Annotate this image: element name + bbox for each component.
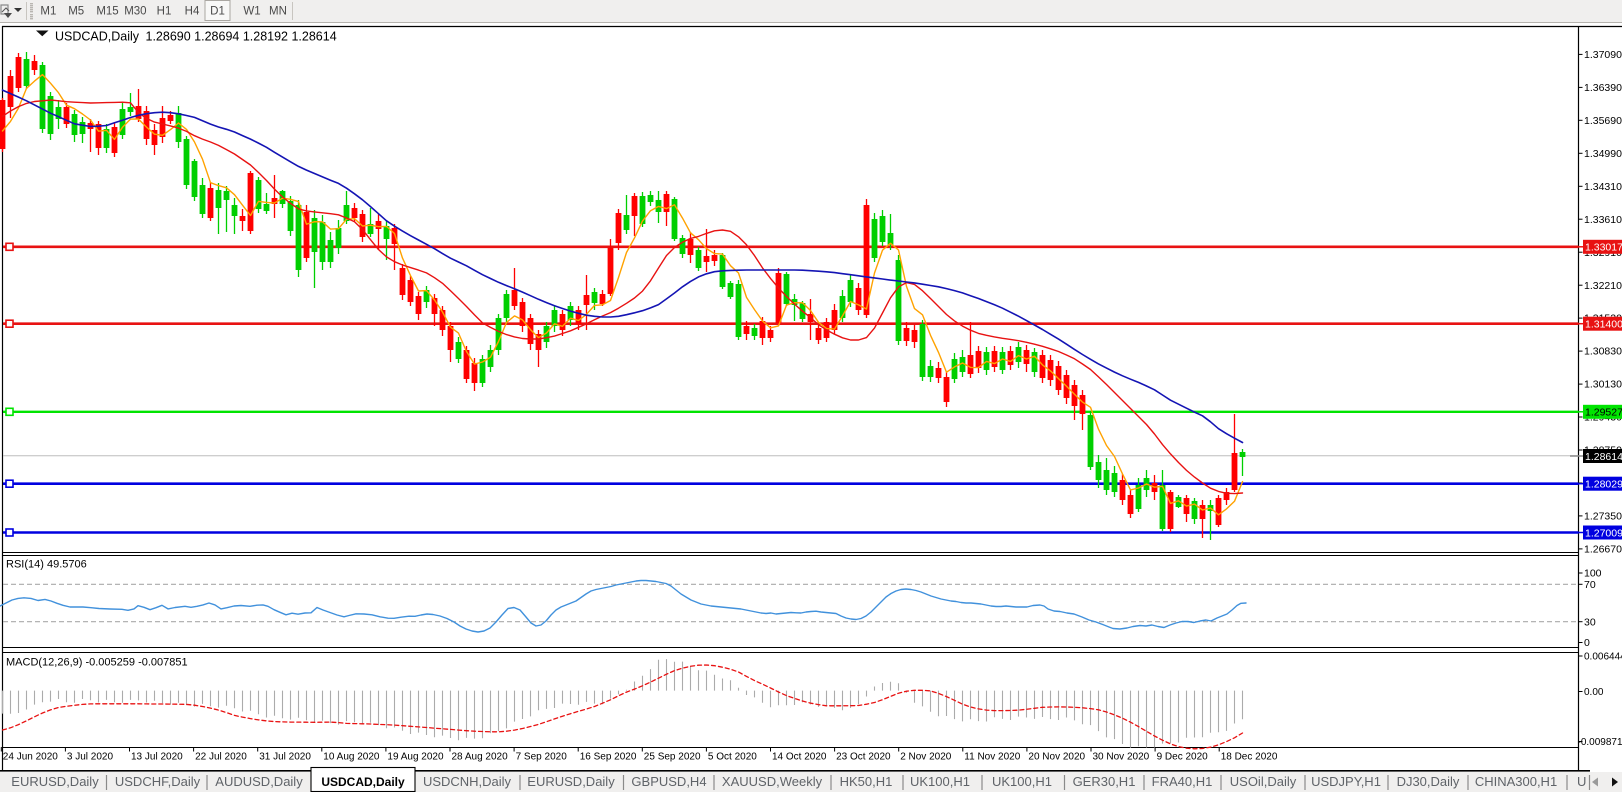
svg-text:30 Nov 2020: 30 Nov 2020 [1093,752,1150,763]
svg-text:28 Aug 2020: 28 Aug 2020 [452,752,509,763]
svg-text:XAUUSD,Weekly: XAUUSD,Weekly [722,774,823,789]
svg-text:GER30,H1: GER30,H1 [1073,774,1136,789]
svg-text:1.28614: 1.28614 [1585,451,1622,463]
svg-text:1.28690 1.28694 1.28192 1.2861: 1.28690 1.28694 1.28192 1.28614 [146,30,337,44]
svg-text:13 Jul 2020: 13 Jul 2020 [131,752,183,763]
svg-text:70: 70 [1584,579,1596,591]
svg-text:D1: D1 [210,6,225,18]
svg-text:M15: M15 [96,6,118,18]
svg-text:DJ30,Daily: DJ30,Daily [1397,774,1460,789]
svg-text:CHINA300,H1: CHINA300,H1 [1475,774,1557,789]
svg-text:1.27009: 1.27009 [1585,527,1622,539]
svg-text:USDCAD,Daily: USDCAD,Daily [321,775,405,789]
svg-text:HK50,H1: HK50,H1 [840,774,893,789]
svg-text:FRA40,H1: FRA40,H1 [1152,774,1213,789]
svg-text:1.36390: 1.36390 [1584,82,1622,94]
svg-text:22 Jul 2020: 22 Jul 2020 [195,752,247,763]
svg-text:1.33017: 1.33017 [1585,242,1622,254]
svg-text:GBPUSD,H4: GBPUSD,H4 [631,774,706,789]
svg-text:25 Sep 2020: 25 Sep 2020 [644,752,701,763]
svg-text:M1: M1 [40,6,56,18]
svg-text:0.006444: 0.006444 [1584,652,1622,663]
svg-text:UK100,H1: UK100,H1 [910,774,970,789]
svg-text:-0.009871: -0.009871 [1578,737,1622,748]
svg-text:19 Aug 2020: 19 Aug 2020 [387,752,444,763]
svg-text:2 Nov 2020: 2 Nov 2020 [900,752,952,763]
svg-text:1.33610: 1.33610 [1584,214,1622,226]
svg-text:30: 30 [1584,616,1596,628]
svg-text:1.29527: 1.29527 [1585,407,1622,419]
svg-text:1.30130: 1.30130 [1584,379,1622,391]
svg-text:W1: W1 [243,6,260,18]
svg-text:31 Jul 2020: 31 Jul 2020 [259,752,311,763]
svg-text:EURUSD,Daily: EURUSD,Daily [11,774,99,789]
svg-text:1.34310: 1.34310 [1584,181,1622,193]
svg-text:7 Sep 2020: 7 Sep 2020 [516,752,568,763]
svg-text:1.34990: 1.34990 [1584,148,1622,160]
svg-text:24 Jun 2020: 24 Jun 2020 [3,752,58,763]
svg-text:1.26670: 1.26670 [1584,544,1622,556]
svg-text:23 Oct 2020: 23 Oct 2020 [836,752,891,763]
svg-text:U: U [1577,774,1586,789]
svg-text:3 Jul 2020: 3 Jul 2020 [67,752,114,763]
svg-text:1.35690: 1.35690 [1584,115,1622,127]
svg-text:18 Dec 2020: 18 Dec 2020 [1221,752,1278,763]
svg-text:M5: M5 [68,6,84,18]
svg-text:MN: MN [269,6,287,18]
svg-text:1.31400: 1.31400 [1585,319,1622,331]
svg-text:USDCAD,Daily: USDCAD,Daily [55,30,140,44]
svg-text:1.37090: 1.37090 [1584,49,1622,61]
svg-text:1.28029: 1.28029 [1585,479,1622,491]
svg-text:1.27350: 1.27350 [1584,511,1622,523]
svg-text:20 Nov 2020: 20 Nov 2020 [1028,752,1085,763]
svg-text:RSI(14) 49.5706: RSI(14) 49.5706 [6,559,87,571]
svg-text:16 Sep 2020: 16 Sep 2020 [580,752,637,763]
svg-text:EURUSD,Daily: EURUSD,Daily [527,774,615,789]
svg-text:AUDUSD,Daily: AUDUSD,Daily [215,774,303,789]
svg-text:UK100,H1: UK100,H1 [992,774,1052,789]
svg-text:USDCNH,Daily: USDCNH,Daily [423,774,512,789]
svg-text:USOil,Daily: USOil,Daily [1230,774,1297,789]
svg-text:10 Aug 2020: 10 Aug 2020 [323,752,380,763]
svg-text:0: 0 [1584,637,1590,649]
svg-text:1.32210: 1.32210 [1584,280,1622,292]
svg-text:0.00: 0.00 [1584,687,1604,698]
svg-text:5 Oct 2020: 5 Oct 2020 [708,752,757,763]
svg-text:USDCHF,Daily: USDCHF,Daily [115,774,201,789]
svg-text:11 Nov 2020: 11 Nov 2020 [964,752,1020,763]
svg-text:H1: H1 [157,6,172,18]
svg-text:100: 100 [1584,568,1602,580]
svg-text:USDJPY,H1: USDJPY,H1 [1311,774,1381,789]
svg-text:M30: M30 [124,6,146,18]
svg-text:H4: H4 [185,6,200,18]
svg-text:9 Dec 2020: 9 Dec 2020 [1157,752,1209,763]
svg-text:MACD(12,26,9) -0.005259 -0.007: MACD(12,26,9) -0.005259 -0.007851 [6,657,188,669]
svg-text:14 Oct 2020: 14 Oct 2020 [772,752,827,763]
svg-text:1.30830: 1.30830 [1584,346,1622,358]
